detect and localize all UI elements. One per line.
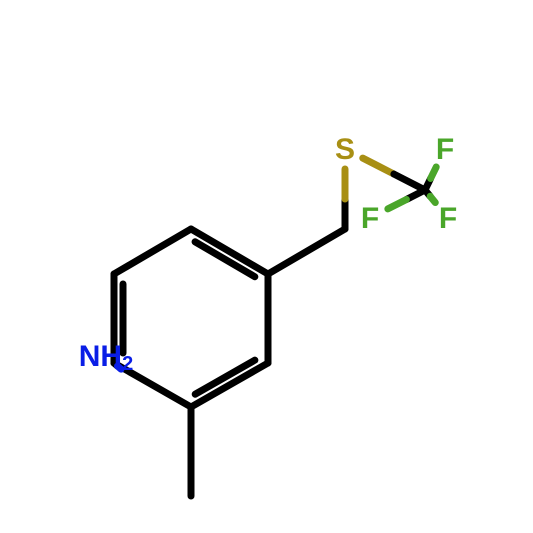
- bond: [114, 229, 191, 274]
- atom-F: F: [361, 202, 379, 235]
- atom-F: F: [436, 133, 454, 166]
- atom-F: F: [439, 202, 457, 235]
- bond: [388, 199, 407, 208]
- bond: [394, 174, 425, 190]
- molecule-diagram: NH2SFFF: [0, 0, 533, 533]
- bond: [268, 229, 345, 274]
- bond: [191, 229, 268, 274]
- bond: [363, 158, 394, 174]
- bond: [191, 363, 268, 407]
- bond: [431, 167, 437, 179]
- bond: [430, 196, 435, 202]
- atom-S: S: [335, 133, 355, 166]
